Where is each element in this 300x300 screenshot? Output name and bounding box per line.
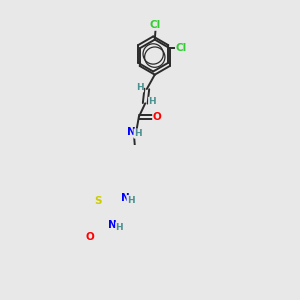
Text: H: H	[116, 223, 123, 232]
Text: O: O	[85, 232, 94, 242]
Text: N: N	[121, 193, 130, 203]
Text: N: N	[127, 127, 135, 137]
Text: H: H	[127, 196, 135, 205]
Text: H: H	[134, 129, 142, 138]
Text: H: H	[148, 97, 156, 106]
Text: H: H	[136, 83, 143, 92]
Text: S: S	[94, 196, 102, 206]
Text: Cl: Cl	[150, 20, 161, 30]
Text: N: N	[108, 220, 117, 230]
Text: Cl: Cl	[176, 44, 187, 53]
Text: O: O	[153, 112, 161, 122]
